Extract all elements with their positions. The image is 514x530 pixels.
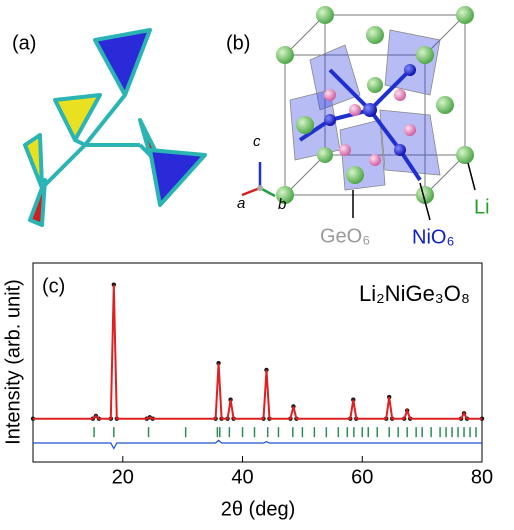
x-tick-label: 20 [112,466,134,488]
y-axis-label: Intensity (arb. unit) [2,279,24,445]
x-tick-label: 40 [231,466,253,488]
x-tick-label: 80 [471,466,493,488]
x-axis-label: 2θ (deg) [221,498,296,520]
axis-letter: a [237,195,245,212]
difference-line [33,440,482,448]
panel-label: (c) [42,275,65,297]
axis-letter: b [278,196,286,213]
axis-letter: c [253,133,261,150]
annotation: GeO₆ [320,225,370,247]
x-tick-label: 60 [351,466,373,488]
annotation: NiO₆ [412,226,455,248]
panel-label: (b) [226,32,250,54]
annotation: Li [474,196,490,218]
panel-label: (a) [12,32,36,54]
panel-b-diagram [242,6,475,220]
chart-title: Li₂NiGe₃O₈ [359,281,470,306]
figure: (a) [0,0,514,525]
panel-a-diagram [25,30,205,225]
